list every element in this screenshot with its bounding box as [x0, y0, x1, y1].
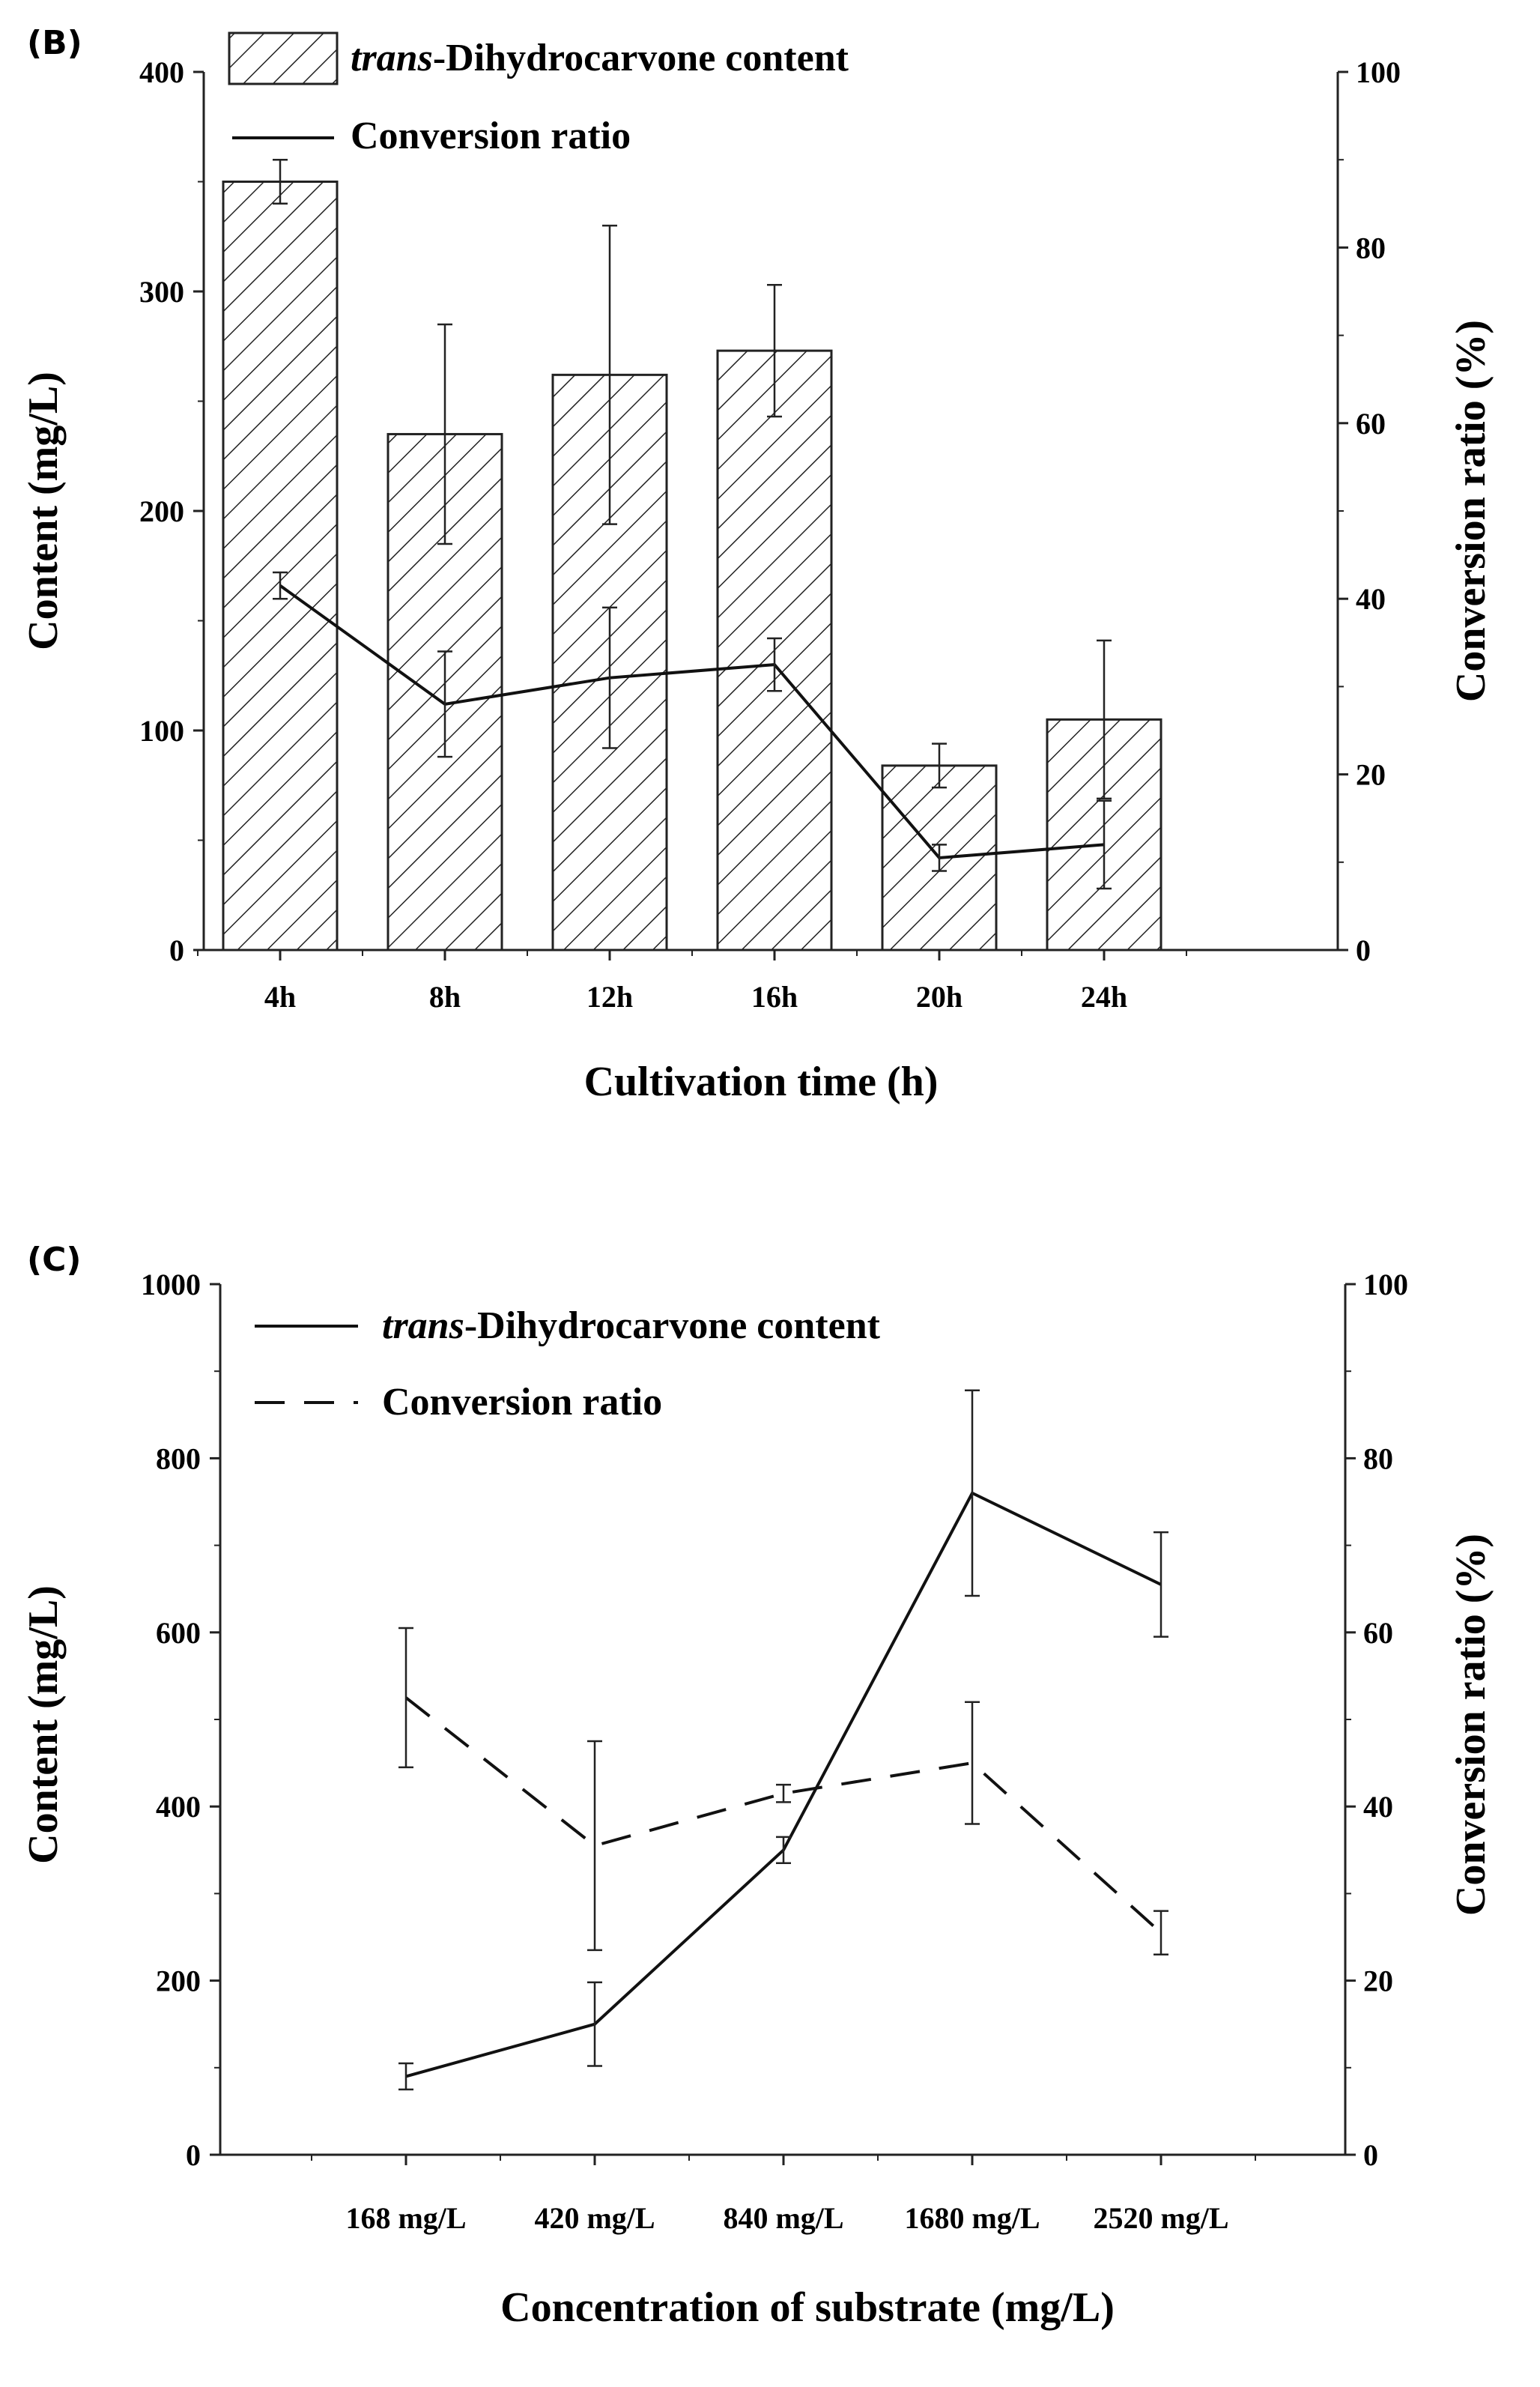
y-tick-label-right: 40 — [1356, 582, 1386, 616]
y-tick-label-left: 600 — [156, 1616, 201, 1650]
y-tick-label-left: 100 — [139, 714, 184, 748]
y-tick-label-left: 1000 — [141, 1268, 201, 1301]
legend-label-italic: trans — [351, 37, 433, 79]
y-tick-label-left: 300 — [139, 275, 184, 309]
y-tick-label-right: 0 — [1356, 934, 1371, 967]
y-tick-label-left: 800 — [156, 1441, 201, 1475]
x-tick-label: 168 mg/L — [345, 2201, 466, 2235]
legend-label-text: Conversion ratio — [351, 115, 631, 157]
y-tick-label-right: 20 — [1356, 758, 1386, 792]
legend-label-rest: -Dihydrocarvone content — [464, 1304, 881, 1347]
x-axis-title: Cultivation time (h) — [584, 1059, 939, 1105]
chart-panel-b: (B) 0 100 200 300 400 0 20 40 60 80 100 4h 8h 12h 16h 20… — [20, 24, 1494, 1105]
y-tick-label-left: 400 — [139, 55, 184, 89]
x-tick-label: 2520 mg/L — [1093, 2201, 1228, 2235]
y-axis-title-left: Content (mg/L) — [20, 1585, 67, 1864]
y-axis-title-right: Conversion ratio (%) — [1448, 320, 1494, 702]
legend-label-rest: -Dihydrocarvone content — [433, 37, 849, 79]
y-tick-label-right: 20 — [1363, 1964, 1393, 1998]
y-tick-label-left: 0 — [169, 934, 184, 967]
y-tick-label-right: 0 — [1363, 2138, 1378, 2172]
x-axis-title: Concentration of substrate (mg/L) — [500, 2284, 1115, 2331]
panel-label: (B) — [27, 24, 82, 62]
x-tick-label: 420 mg/L — [534, 2201, 655, 2235]
series-line — [279, 584, 1105, 860]
legend-label-italic: trans — [382, 1304, 464, 1347]
legend-swatch-bar — [228, 31, 339, 85]
y-tick-label-left: 400 — [156, 1790, 201, 1824]
y-tick-label-right: 60 — [1363, 1616, 1393, 1650]
y-tick-label-right: 100 — [1356, 55, 1401, 89]
y-tick-label-left: 0 — [186, 2138, 201, 2172]
legend-label: Conversion ratio — [382, 1381, 662, 1424]
y-tick-label-right: 80 — [1356, 231, 1386, 264]
x-tick-label: 24h — [1081, 980, 1127, 1014]
x-tick-label: 4h — [264, 980, 296, 1014]
y-tick-label-right: 40 — [1363, 1790, 1393, 1824]
x-tick-label: 840 mg/L — [723, 2201, 843, 2235]
y-tick-label-right: 100 — [1363, 1268, 1408, 1301]
x-tick-label: 8h — [429, 980, 461, 1014]
x-tick-label: 20h — [916, 980, 962, 1014]
bar — [222, 181, 339, 952]
x-tick-label: 12h — [586, 980, 633, 1014]
panel-label: (C) — [27, 1241, 82, 1279]
legend-label: trans-Dihydrocarvone content — [351, 37, 849, 79]
chart-panel-c: (C) 0 200 400 600 800 1000 0 20 40 60 80 100 168 mg/L… — [20, 1241, 1494, 2331]
series-line-dashed — [404, 1696, 1162, 1934]
y-axis-title-right: Conversion ratio (%) — [1448, 1534, 1494, 1916]
y-tick-label-left: 200 — [139, 494, 184, 528]
x-tick-label: 16h — [751, 980, 798, 1014]
legend-label: Conversion ratio — [351, 115, 631, 157]
legend-label-text: Conversion ratio — [382, 1381, 662, 1424]
y-tick-label-left: 200 — [156, 1964, 201, 1998]
legend-label: trans-Dihydrocarvone content — [382, 1304, 881, 1347]
y-axis-title-left: Content (mg/L) — [20, 372, 67, 650]
y-tick-label-right: 80 — [1363, 1441, 1393, 1475]
y-tick-label-right: 60 — [1356, 407, 1386, 441]
x-tick-label: 1680 mg/L — [904, 2201, 1040, 2235]
